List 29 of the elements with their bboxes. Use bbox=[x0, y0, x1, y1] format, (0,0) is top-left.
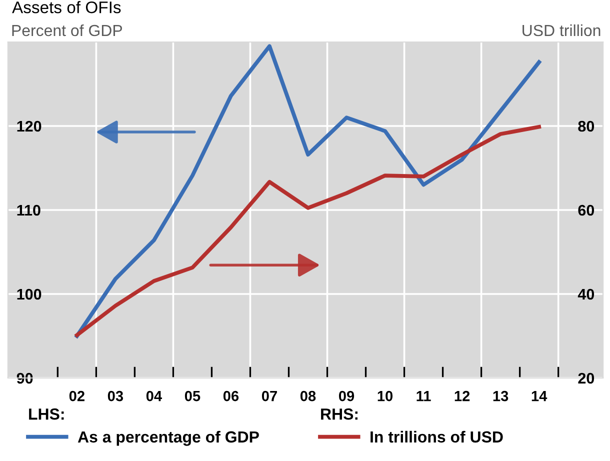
x-tick-label: 07 bbox=[262, 390, 277, 402]
x-tick-label: 12 bbox=[454, 390, 470, 402]
y2-tick-label: 80 bbox=[578, 120, 594, 132]
x-tick-label: 06 bbox=[223, 390, 239, 402]
x-tick-label: 08 bbox=[300, 390, 316, 402]
y2-tick-label: 20 bbox=[578, 372, 594, 384]
legend-label: In trillions of USD bbox=[370, 430, 503, 443]
text: LHS: bbox=[29, 408, 64, 420]
x-tick-label: 02 bbox=[69, 390, 84, 402]
y-tick-label: 120 bbox=[17, 120, 42, 132]
line-series bbox=[74, 44, 542, 338]
x-tick-label: 04 bbox=[146, 390, 162, 402]
y2-tick-label: 40 bbox=[578, 288, 594, 300]
x-tick-label: 10 bbox=[378, 390, 393, 402]
x-tick-label: 11 bbox=[416, 391, 431, 402]
x-tick-label: 03 bbox=[108, 390, 124, 402]
x-tick-label: 05 bbox=[184, 390, 200, 402]
chart-title: Assets of OFIs bbox=[12, 1, 121, 14]
line-series bbox=[74, 124, 542, 338]
text: RHS: bbox=[321, 408, 358, 420]
y-axis-title: Percent of GDP bbox=[12, 24, 122, 36]
x-tick-label: 13 bbox=[493, 390, 508, 402]
legend-label: As a percentage of GDP bbox=[78, 430, 259, 446]
y2-axis-title: USD trillion bbox=[522, 24, 600, 36]
y-tick-label: 110 bbox=[17, 204, 40, 216]
y-tick-label: 100 bbox=[17, 288, 42, 300]
y2-tick-label: 60 bbox=[578, 204, 594, 216]
x-tick-label: 14 bbox=[532, 391, 548, 402]
x-tick-label: 09 bbox=[338, 390, 354, 402]
